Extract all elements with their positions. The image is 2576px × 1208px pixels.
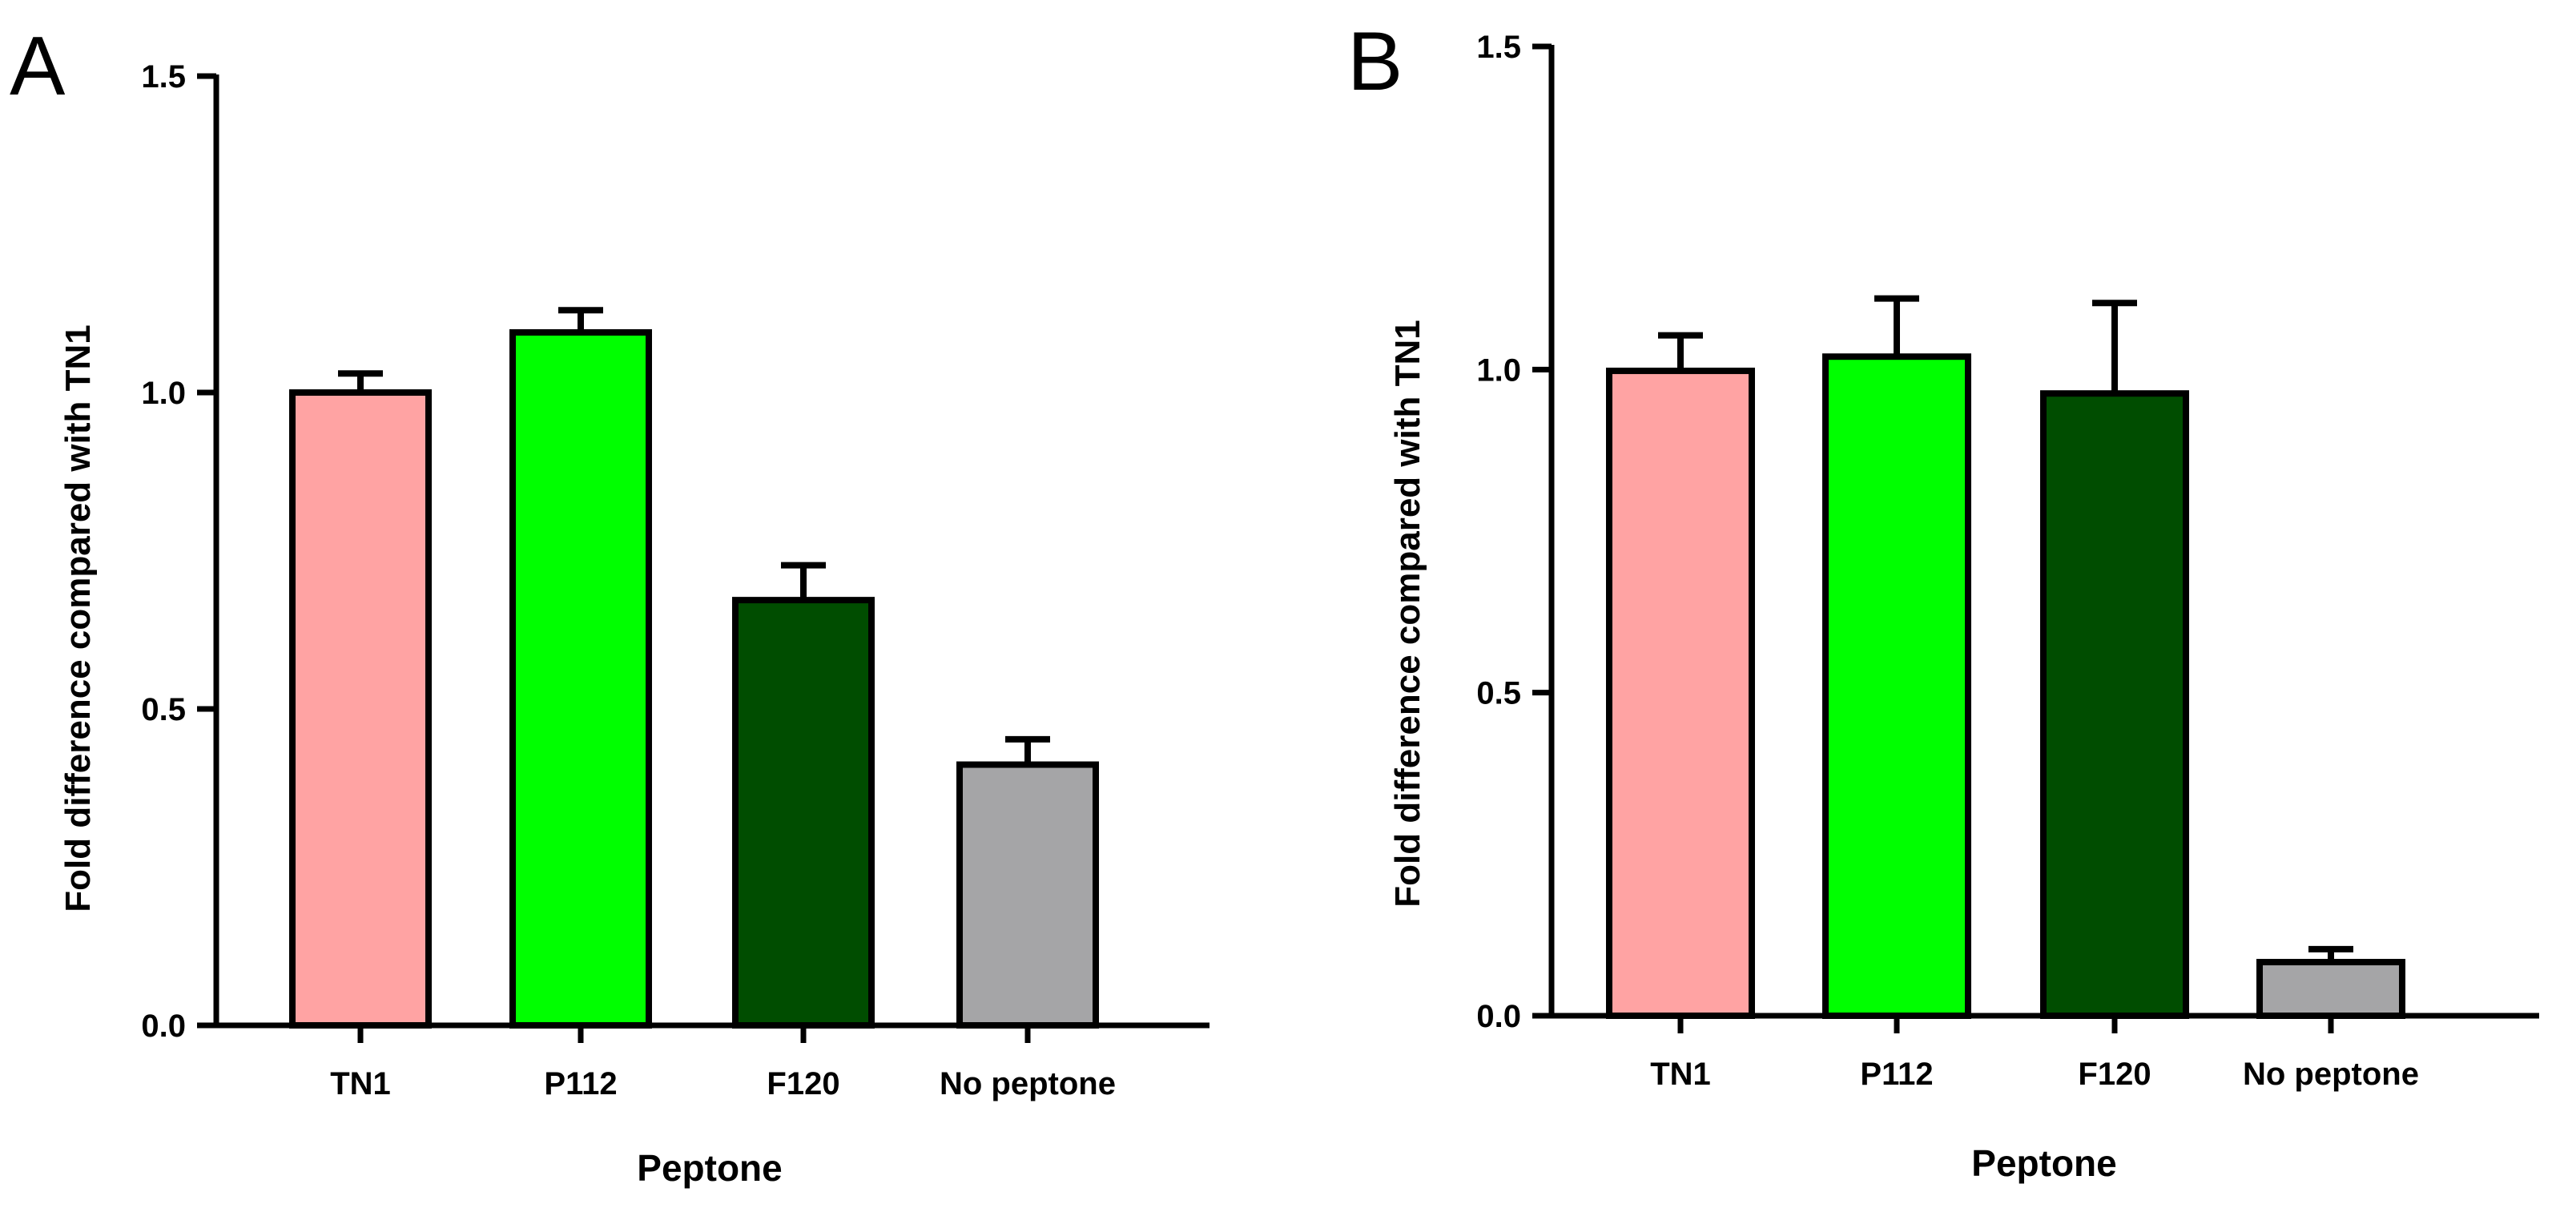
panel-b-marks: TN1 P112 F120 No peptone 0.0 0.5 1.0 1.5 xyxy=(1476,30,2539,1092)
panel-a-x-tick-label: F120 xyxy=(767,1066,839,1101)
panel-b-y-axis-title: Fold difference compared with TN1 xyxy=(1388,320,1427,907)
panel-b-x-tick-label: F120 xyxy=(2078,1057,2151,1092)
panel-b-bar-tn1 xyxy=(1606,367,1755,1019)
panel-a-y-tick-label: 0.0 xyxy=(141,1009,186,1044)
panel-b-y-tick-label: 1.0 xyxy=(1476,352,1521,388)
panel-b: B Fold difference compared with TN1 Pept… xyxy=(1347,15,2539,1184)
panel-letter-b: B xyxy=(1347,15,1403,108)
panel-a-marks: TN1 P112 F120 No peptone 0.0 0.5 1.0 1.5 xyxy=(141,59,1210,1101)
panel-b-x-tick-label: P112 xyxy=(1860,1057,1933,1092)
panel-b-y-tick-label: 0.5 xyxy=(1476,676,1521,711)
panel-a-bar-no-peptone xyxy=(956,761,1099,1029)
panel-a-x-tick-label: P112 xyxy=(544,1066,617,1101)
panel-a: A Fold difference compared with TN1 Pept… xyxy=(10,20,1210,1189)
panel-b-bar-p112 xyxy=(1822,353,1971,1019)
panel-a-y-axis-title: Fold difference compared with TN1 xyxy=(58,324,98,912)
panel-b-bar-f120 xyxy=(2040,390,2189,1019)
panel-a-y-tick-label: 0.5 xyxy=(141,692,186,727)
panel-b-y-tick-label: 1.5 xyxy=(1476,30,1521,65)
panel-b-bar-no-peptone xyxy=(2256,959,2405,1019)
panel-a-x-tick-label: No peptone xyxy=(940,1066,1116,1101)
panel-a-bar-f120 xyxy=(732,597,875,1029)
panel-a-bar-tn1 xyxy=(289,389,432,1029)
panel-a-y-tick-label: 1.0 xyxy=(141,376,186,411)
panel-b-x-axis-title: Peptone xyxy=(1971,1142,2116,1184)
panel-a-x-axis-title: Peptone xyxy=(637,1147,782,1189)
panel-a-bar-p112 xyxy=(509,328,652,1029)
panel-a-y-tick-label: 1.5 xyxy=(141,59,186,95)
panel-b-x-tick-label: TN1 xyxy=(1650,1057,1711,1092)
panel-b-x-tick-label: No peptone xyxy=(2243,1057,2419,1092)
panel-letter-a: A xyxy=(10,20,66,113)
panel-b-y-tick-label: 0.0 xyxy=(1476,999,1521,1034)
panel-a-x-tick-label: TN1 xyxy=(330,1066,391,1101)
